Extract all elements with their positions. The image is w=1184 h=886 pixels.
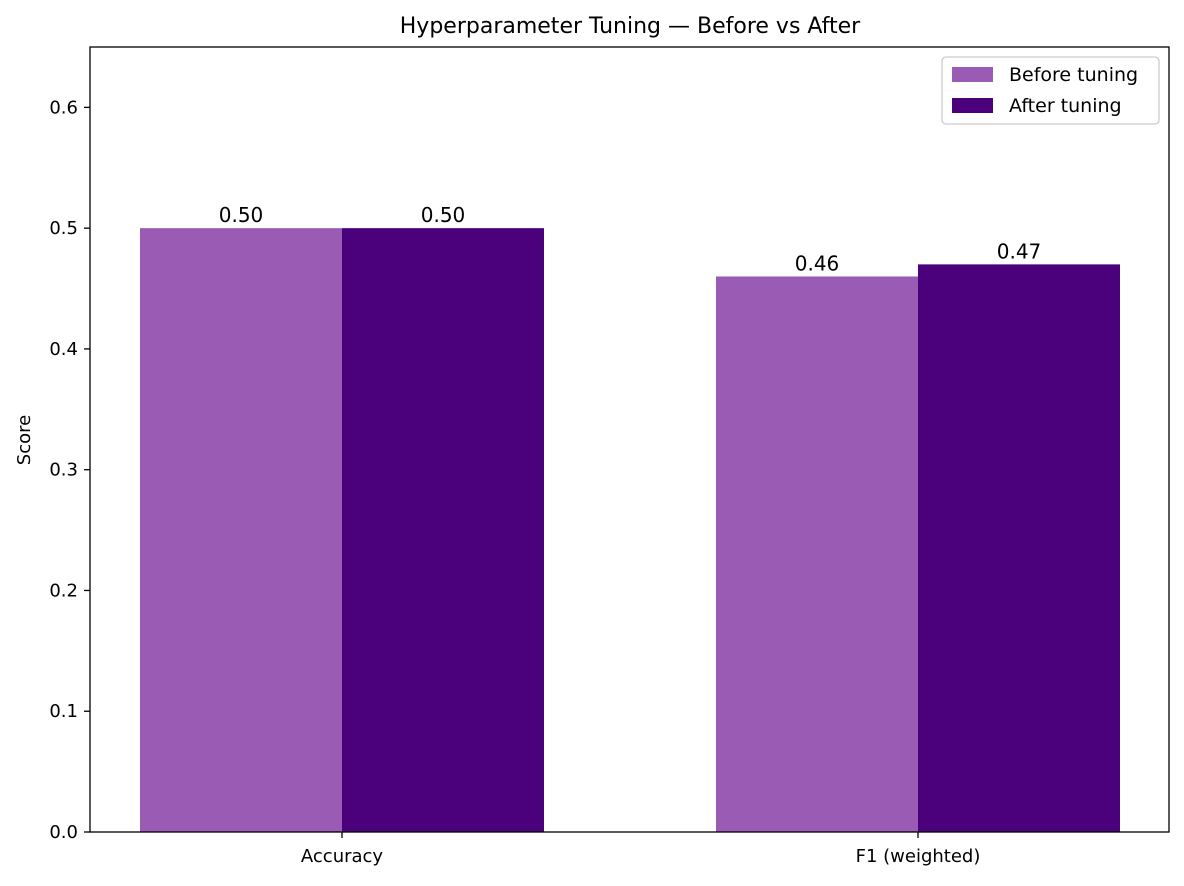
legend-label: Before tuning [1009,64,1138,86]
bar-f1-weighted--after-tuning [918,264,1120,832]
y-tick-label: 0.4 [49,339,78,360]
legend-box [941,56,1160,125]
y-tick-label: 0.1 [49,701,78,722]
plot-area: 0.50 0.50 0.46 0.47 0.0 0.1 0.2 0.3 0.4 0.5 0.6 Acc… [49,46,1170,867]
bar-accuracy-after-tuning [342,228,544,833]
bar-f1-weighted--before-tuning [716,276,918,832]
y-tick-label: 0.6 [49,97,78,118]
legend-swatch [952,67,993,82]
bar-accuracy-before-tuning [140,228,342,833]
legend: Before tuning After tuning [941,56,1160,125]
y-axis-label: Score [14,415,35,465]
bar-value-label: 0.50 [219,203,264,227]
legend-label: After tuning [1009,95,1122,117]
chart-title: Hyperparameter Tuning — Before vs After [400,14,861,39]
y-tick-label: 0.2 [49,580,78,601]
bar-value-label: 0.47 [997,239,1042,263]
x-tick-label: F1 (weighted) [856,846,981,867]
bar-value-label: 0.46 [795,251,840,275]
y-tick-label: 0.3 [49,460,78,481]
bar-value-label: 0.50 [421,203,466,227]
axes-frame [89,46,1170,833]
legend-swatch [952,98,993,113]
y-tick-label: 0.0 [49,822,78,843]
y-tick-label: 0.5 [49,218,78,239]
x-tick-label: Accuracy [301,846,384,867]
